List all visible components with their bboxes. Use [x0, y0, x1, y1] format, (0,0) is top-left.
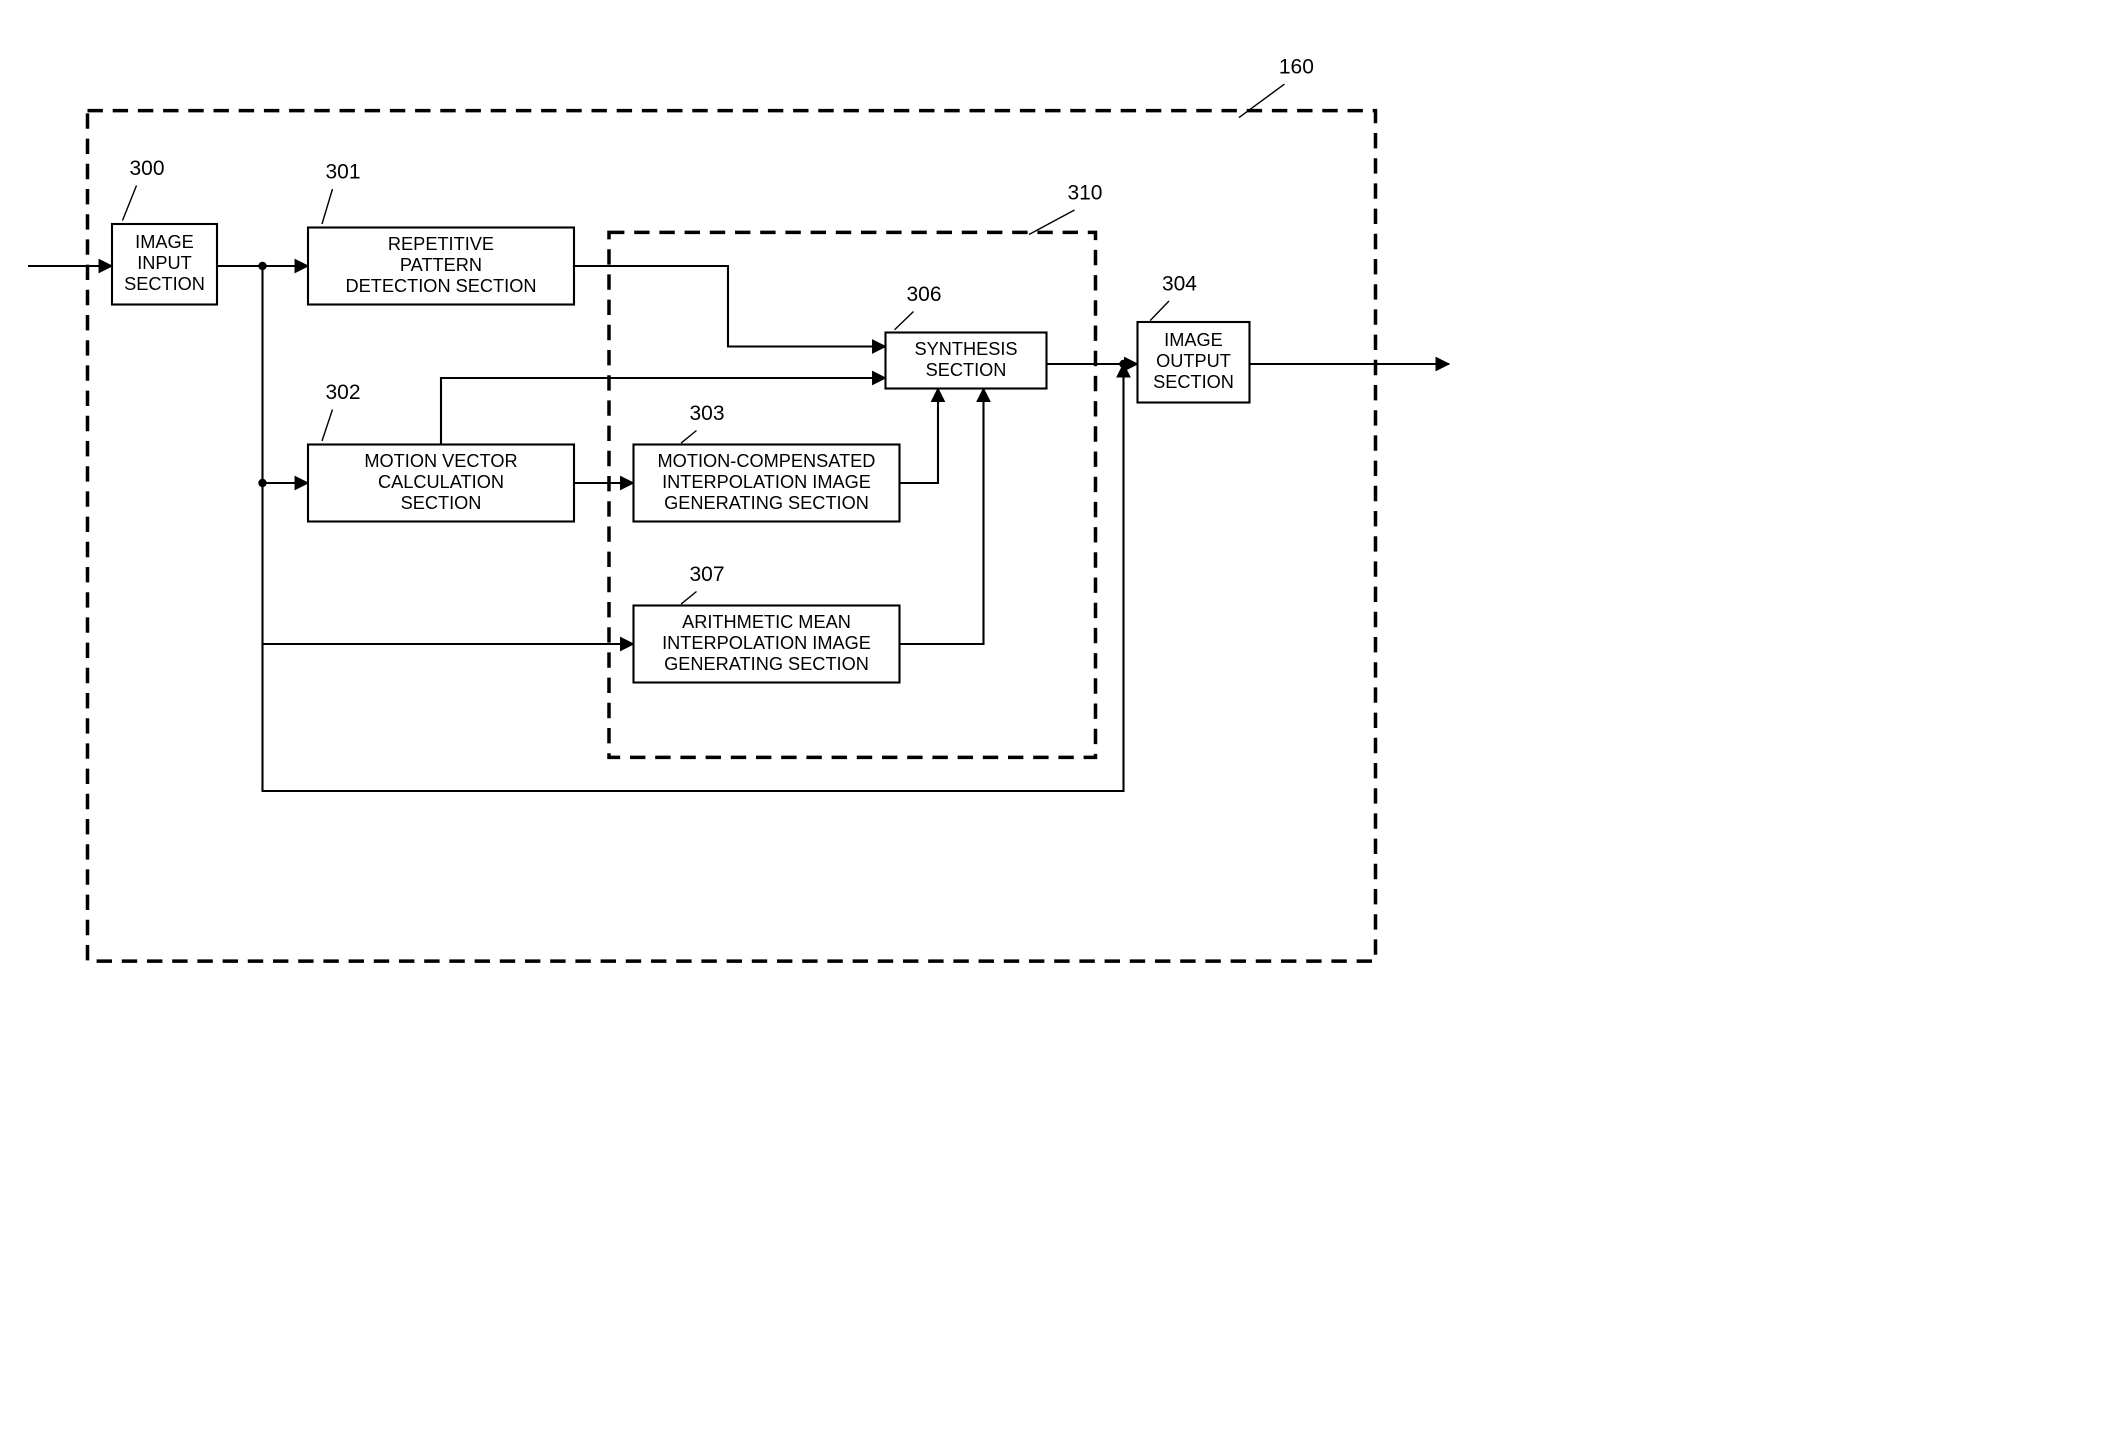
ref-number: 303: [689, 402, 724, 425]
block-label: PATTERN: [400, 255, 482, 275]
block-label: IMAGE: [1164, 330, 1223, 350]
outer-module-box: [87, 111, 1375, 961]
signal-line: [441, 378, 885, 444]
block-label: GENERATING SECTION: [664, 493, 869, 513]
block-label: GENERATING SECTION: [664, 654, 869, 674]
block-label: INPUT: [137, 253, 192, 273]
block-b300: IMAGEINPUTSECTION 300: [112, 157, 217, 304]
block-label: SECTION: [926, 360, 1007, 380]
block-label: MOTION-COMPENSATED: [658, 451, 876, 471]
block-b301: REPETITIVEPATTERNDETECTION SECTION 301: [308, 161, 574, 305]
block-label: REPETITIVE: [388, 234, 494, 254]
block-label: SECTION: [1153, 372, 1234, 392]
block-label: DETECTION SECTION: [346, 276, 537, 296]
ref-number: 306: [906, 283, 941, 306]
ref-number: 310: [1067, 182, 1102, 205]
signal-line: [899, 389, 983, 644]
signal-line: [574, 266, 885, 346]
signal-line: [262, 266, 307, 483]
block-label: MOTION VECTOR: [364, 451, 517, 471]
leader-line: [1239, 84, 1284, 118]
ref-number: 304: [1162, 273, 1197, 296]
block-b307: ARITHMETIC MEANINTERPOLATION IMAGEGENERA…: [633, 563, 899, 682]
ref-number: 300: [129, 157, 164, 180]
block-label: INTERPOLATION IMAGE: [662, 633, 871, 653]
ref-number: 307: [689, 563, 724, 586]
junction-dot: [258, 479, 266, 487]
junction-dot: [258, 262, 266, 270]
signal-line: [899, 389, 937, 483]
block-label: SECTION: [124, 274, 205, 294]
ref-number: 301: [325, 161, 360, 184]
ref-number: 160: [1279, 56, 1314, 79]
ref-number: 302: [325, 381, 360, 404]
block-label: CALCULATION: [378, 472, 504, 492]
junction-dot: [1119, 360, 1127, 368]
block-label: SYNTHESIS: [914, 339, 1017, 359]
block-label: SECTION: [401, 493, 482, 513]
block-b304: IMAGEOUTPUTSECTION 304: [1137, 273, 1249, 403]
block-b303: MOTION-COMPENSATEDINTERPOLATION IMAGEGEN…: [633, 402, 899, 521]
block-label: ARITHMETIC MEAN: [682, 612, 851, 632]
block-label: INTERPOLATION IMAGE: [662, 472, 871, 492]
block-label: OUTPUT: [1156, 351, 1231, 371]
block-label: IMAGE: [135, 232, 194, 252]
block-b306: SYNTHESISSECTION 306: [885, 283, 1046, 388]
